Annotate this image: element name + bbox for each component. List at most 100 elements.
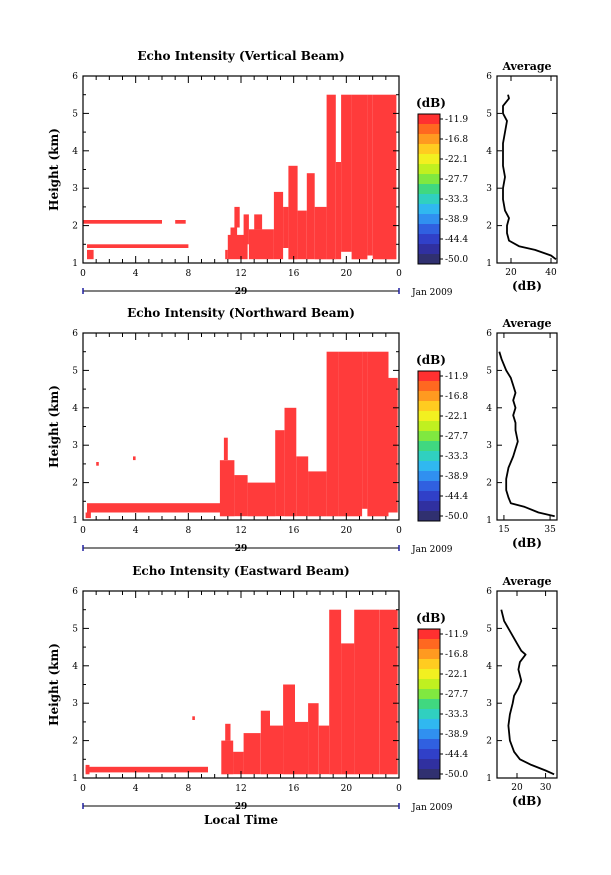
average-panel: Average 1 2 3 4 5 6 20 40(dB) — [486, 60, 558, 293]
average-y-tick-label: 1 — [486, 516, 492, 526]
echo-region — [354, 609, 380, 775]
colorbar-label: -22.1 — [445, 155, 468, 165]
y-axis-label: Height (km) — [47, 128, 61, 211]
x-tick-label: 0 — [80, 269, 86, 279]
average-panel: Average 1 2 3 4 5 6 15 35(dB) — [486, 317, 558, 550]
echo-region — [338, 351, 363, 517]
colorbar-label: -38.9 — [445, 215, 468, 225]
y-tick-label: 3 — [72, 184, 78, 194]
echo-region — [351, 94, 368, 260]
average-y-tick-label: 4 — [486, 662, 492, 672]
x-tick-label: 4 — [133, 526, 139, 536]
colorbar-swatch — [418, 244, 440, 255]
y-tick-label: 4 — [72, 662, 78, 672]
average-y-tick-label: 4 — [486, 147, 492, 157]
y-tick-label: 6 — [72, 329, 78, 339]
y-tick-label: 6 — [72, 72, 78, 82]
y-tick-label: 5 — [72, 109, 78, 119]
y-axis-label: Height (km) — [47, 385, 61, 468]
y-tick-label: 5 — [72, 624, 78, 634]
echo-region — [96, 462, 99, 466]
average-profile-line — [502, 94, 557, 261]
colorbar-swatch — [418, 164, 440, 175]
x-tick-label: 8 — [185, 269, 191, 279]
echo-region — [243, 214, 249, 245]
average-x-label: (dB) — [512, 279, 542, 293]
colorbar-label: -44.4 — [445, 492, 468, 502]
colorbar-swatch — [418, 114, 440, 125]
average-y-tick-label: 1 — [486, 259, 492, 269]
average-frame — [496, 590, 558, 779]
x-tick-label: 20 — [341, 526, 353, 536]
colorbar-label: -11.9 — [445, 630, 468, 640]
colorbar-swatch — [418, 729, 440, 740]
average-x-label: (dB) — [512, 536, 542, 550]
average-x-tick-label: 40 — [545, 268, 557, 278]
colorbar-swatch — [418, 184, 440, 195]
colorbar-unit: (dB) — [416, 611, 446, 625]
echo-region-group — [85, 351, 398, 519]
echo-region — [372, 94, 397, 260]
echo-region — [87, 503, 222, 513]
average-y-tick-label: 6 — [486, 72, 492, 82]
x-tick-label: 20 — [341, 784, 353, 794]
colorbar-swatch — [418, 699, 440, 710]
colorbar-swatch — [418, 154, 440, 165]
y-tick-label: 3 — [72, 699, 78, 709]
colorbar-swatch — [418, 451, 440, 462]
x-tick-label: 8 — [185, 526, 191, 536]
colorbar-swatch — [418, 501, 440, 512]
colorbar-swatch — [418, 769, 440, 780]
echo-region — [133, 456, 136, 461]
colorbar-swatch — [418, 759, 440, 770]
x-tick-label: 4 — [133, 269, 139, 279]
average-title: Average — [501, 317, 551, 330]
x-axis-label: Local Time — [204, 813, 278, 827]
echo-region — [308, 471, 327, 517]
colorbar-swatch — [418, 461, 440, 472]
echo-region — [260, 710, 270, 775]
colorbar-swatch — [418, 421, 440, 432]
colorbar-frame — [417, 370, 441, 522]
average-y-tick-label: 5 — [486, 366, 492, 376]
echo-region — [233, 751, 244, 775]
x-tick-label: 0 — [80, 784, 86, 794]
colorbar-frame — [417, 113, 441, 265]
echo-region — [367, 94, 373, 256]
echo-region — [367, 351, 389, 517]
average-y-tick-label: 3 — [486, 184, 492, 194]
average-panel: Average 1 2 3 4 5 6 20 30(dB) — [486, 575, 558, 808]
echo-region — [227, 234, 248, 260]
colorbar-swatch — [418, 254, 440, 265]
average-y-tick-label: 6 — [486, 587, 492, 597]
average-y-tick-label: 2 — [486, 737, 492, 747]
day-label: 29 — [235, 802, 248, 812]
echo-region — [225, 723, 231, 741]
colorbar: (dB) -11.9 -16.8 -22.1 -27.7 -33.3 -38.9 -44.4 -… — [416, 611, 468, 780]
average-x-tick-label: 30 — [540, 783, 552, 793]
echo-region — [275, 430, 285, 517]
x-tick-label: 8 — [185, 784, 191, 794]
echo-region — [234, 206, 240, 228]
y-tick-label: 2 — [72, 479, 78, 489]
colorbar-swatch — [418, 659, 440, 670]
x-tick-label: 16 — [288, 526, 300, 536]
x-tick-label: 4 — [133, 784, 139, 794]
y-tick-label: 5 — [72, 366, 78, 376]
echo-region — [192, 716, 195, 720]
echo-region — [306, 173, 315, 260]
average-profile-line — [498, 351, 555, 518]
echo-region — [221, 740, 234, 775]
average-y-tick-label: 5 — [486, 624, 492, 634]
average-x-tick-label: 35 — [544, 525, 556, 535]
colorbar-swatch — [418, 649, 440, 660]
echo-region — [297, 210, 307, 260]
day-label: 29 — [235, 287, 248, 297]
echo-region — [270, 725, 284, 775]
average-y-tick-label: 2 — [486, 479, 492, 489]
average-y-tick-label: 5 — [486, 109, 492, 119]
day-label: 29 — [235, 544, 248, 554]
average-x-label: (dB) — [512, 794, 542, 808]
